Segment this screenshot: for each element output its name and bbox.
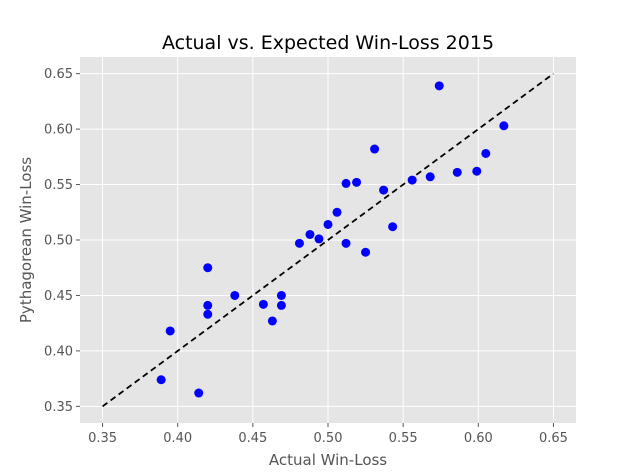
data-point xyxy=(314,234,324,244)
y-tick-label: 0.65 xyxy=(44,67,73,82)
data-point xyxy=(379,185,389,195)
data-point xyxy=(370,144,380,154)
reference-line xyxy=(102,72,554,408)
data-point xyxy=(388,222,398,232)
x-tick-label: 0.45 xyxy=(238,431,267,446)
data-point xyxy=(472,166,482,176)
data-point xyxy=(276,290,286,300)
data-point xyxy=(165,326,175,336)
data-point xyxy=(276,300,286,310)
x-tick-label: 0.60 xyxy=(464,431,493,446)
data-point xyxy=(156,375,166,385)
data-point xyxy=(267,316,277,326)
data-point xyxy=(258,299,268,309)
x-tick-label: 0.55 xyxy=(389,431,418,446)
data-point xyxy=(203,309,213,319)
data-point xyxy=(341,238,351,248)
data-point xyxy=(332,207,342,217)
data-point xyxy=(452,167,462,177)
y-tick-label: 0.40 xyxy=(44,344,73,359)
data-point xyxy=(323,219,333,229)
data-point xyxy=(361,247,371,257)
y-tick-label: 0.60 xyxy=(44,123,73,138)
data-point xyxy=(305,229,315,239)
data-point xyxy=(194,388,204,398)
data-point xyxy=(425,172,435,182)
x-tick-label: 0.65 xyxy=(539,431,568,446)
data-point xyxy=(434,81,444,91)
data-point xyxy=(203,300,213,310)
x-tick-label: 0.35 xyxy=(88,431,117,446)
x-axis-label: Actual Win-Loss xyxy=(269,451,387,469)
y-tick-label: 0.50 xyxy=(44,234,73,249)
data-point xyxy=(407,175,417,185)
data-point xyxy=(230,290,240,300)
y-axis-label: Pythagorean Win-Loss xyxy=(17,157,35,323)
data-point xyxy=(352,177,362,187)
x-tick-label: 0.40 xyxy=(163,431,192,446)
data-point xyxy=(481,148,491,158)
y-tick-label: 0.35 xyxy=(44,400,73,415)
data-point xyxy=(203,263,213,273)
data-point xyxy=(341,178,351,188)
y-tick-label: 0.55 xyxy=(44,178,73,193)
y-tick-label: 0.45 xyxy=(44,289,73,304)
chart-title: Actual vs. Expected Win-Loss 2015 xyxy=(162,32,494,54)
x-tick-label: 0.50 xyxy=(314,431,343,446)
data-point xyxy=(294,238,304,248)
data-point xyxy=(499,121,509,131)
data-points xyxy=(156,81,509,398)
axis-ticks: 0.35 0.40 0.45 0.50 0.55 0.60 0.65 0.35 0.40 0.45… xyxy=(44,67,568,446)
